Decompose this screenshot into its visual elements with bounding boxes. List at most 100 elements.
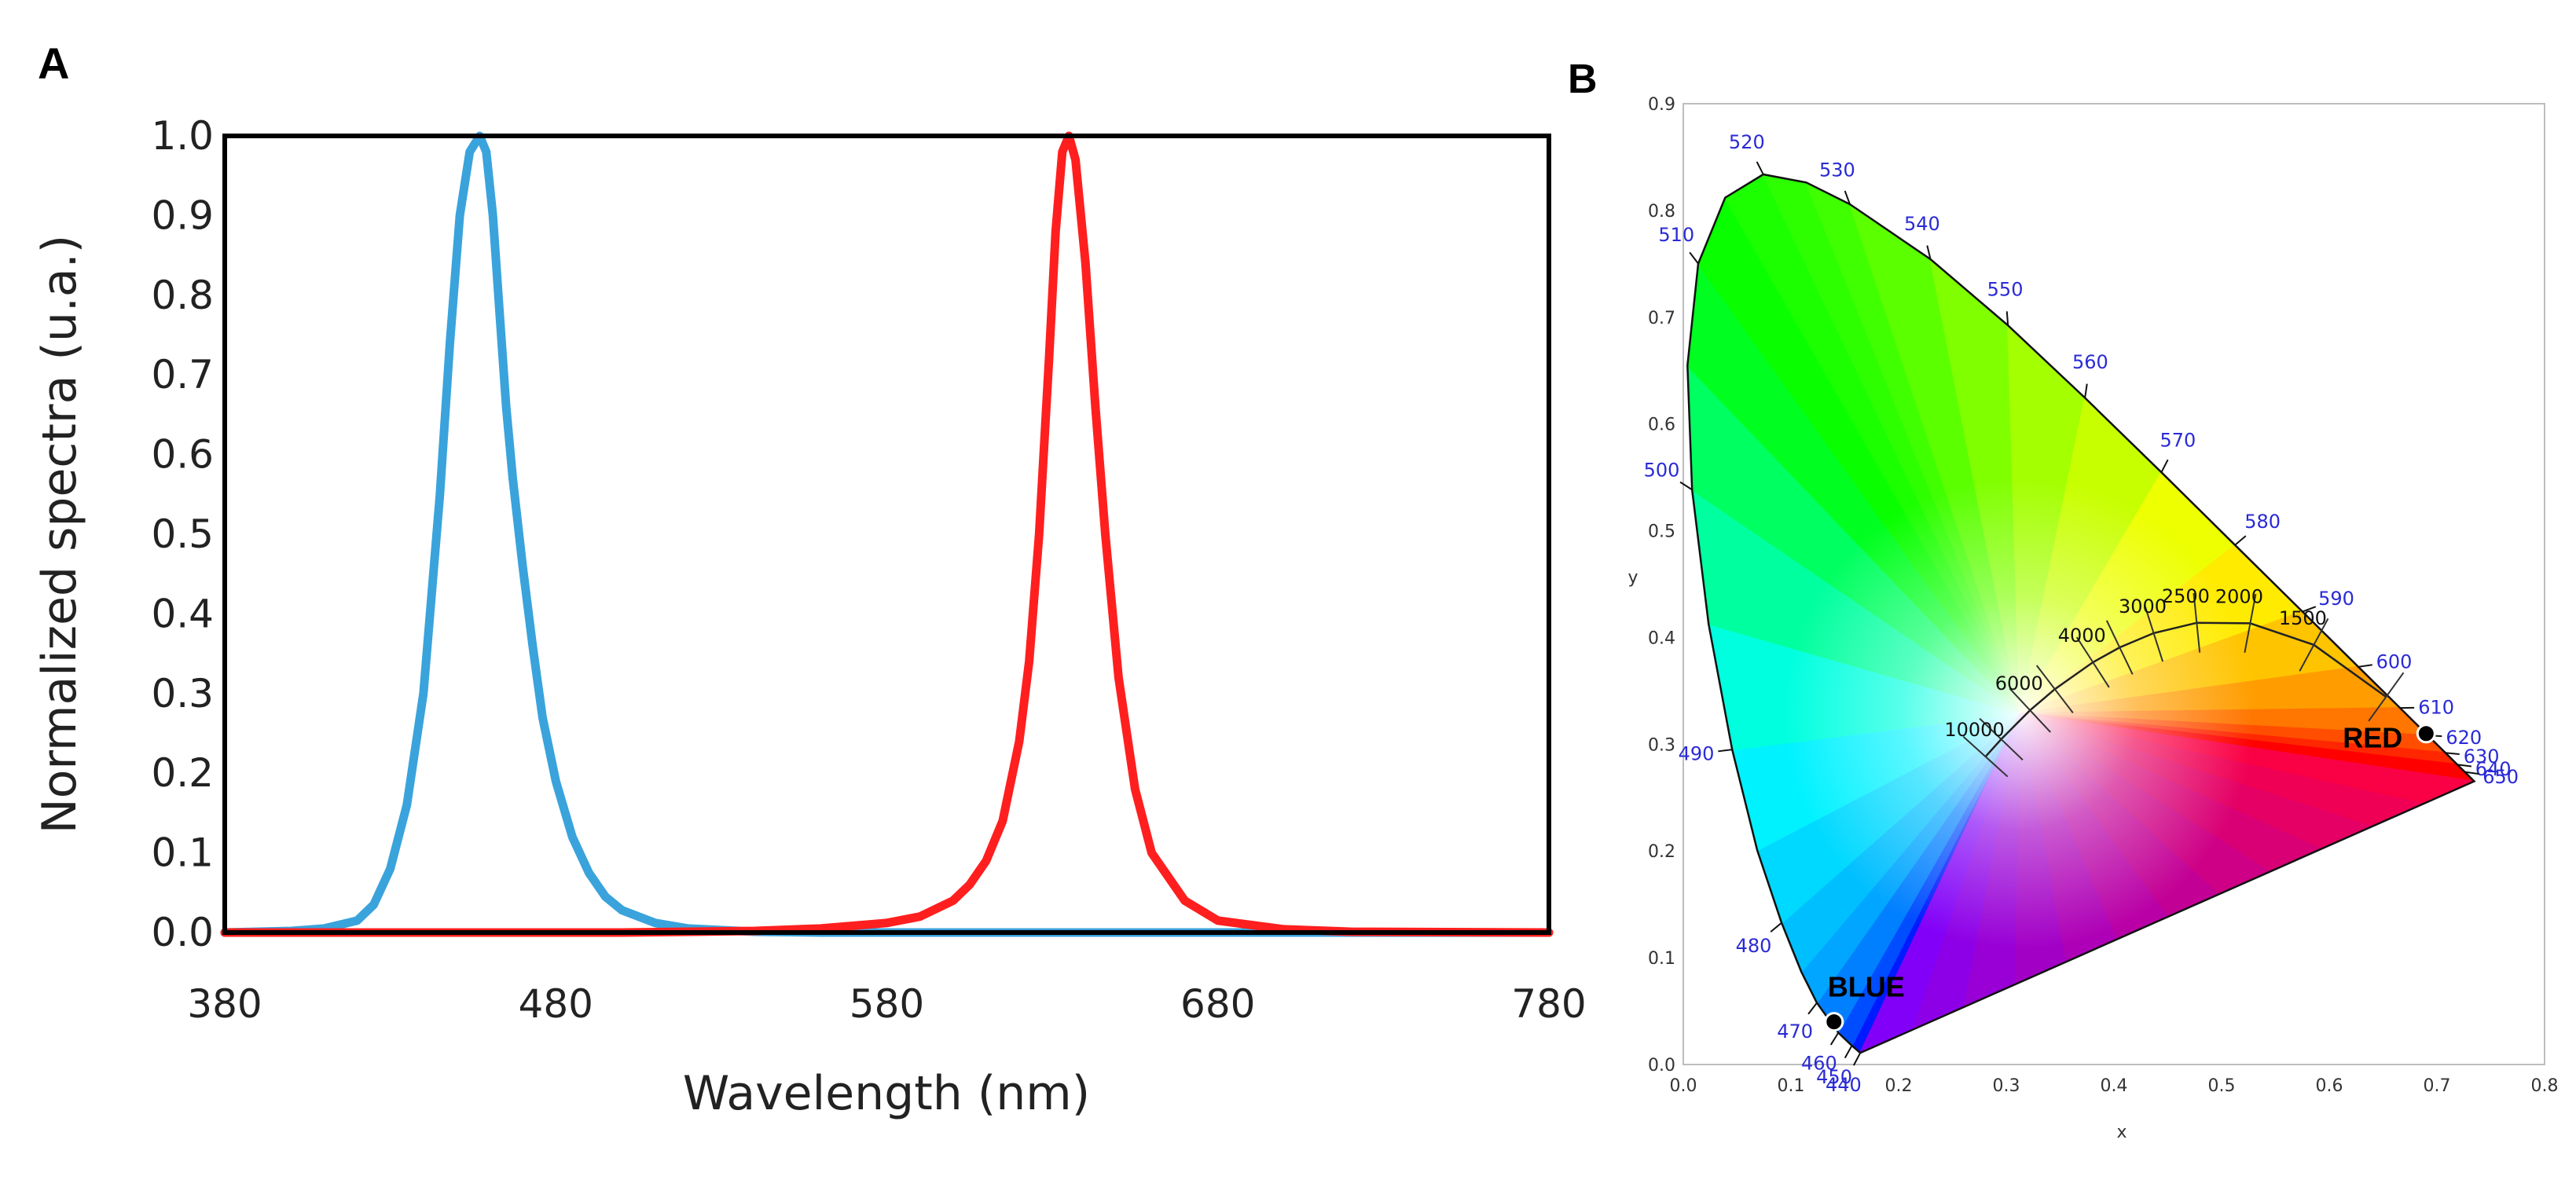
cie-x-tick-label: 0.8: [2531, 1076, 2559, 1096]
cct-label: 2500: [2162, 585, 2210, 607]
wavelength-label: 460: [1801, 1053, 1837, 1075]
wavelength-label: 600: [2376, 650, 2413, 672]
cct-label: 6000: [1995, 672, 2043, 694]
spectra-y-tick-label: 0.7: [151, 352, 214, 398]
spectra-x-tick-label: 780: [1511, 981, 1586, 1027]
spectra-y-tick-label: 0.5: [151, 511, 214, 557]
wavelength-tick: [2464, 771, 2479, 775]
chromaticity-point-blue: [1824, 1012, 1844, 1032]
spectra-y-tick-label: 0.3: [151, 671, 214, 716]
wavelength-label: 570: [2160, 429, 2196, 451]
spectra-y-tick-label: 0.8: [151, 273, 214, 318]
wavelength-tick: [2084, 383, 2088, 398]
isotemperature-line: [2299, 617, 2329, 672]
cie-y-tick-label: 0.8: [1648, 202, 1675, 222]
wavelength-label: 590: [2318, 588, 2354, 610]
cie-y-tick-label: 0.6: [1648, 416, 1675, 435]
cie-y-tick-label: 0.1: [1648, 949, 1675, 969]
spectra-y-tick-label: 0.4: [151, 591, 214, 636]
wavelength-label: 500: [1644, 460, 1680, 482]
spectra-y-tick-label: 0.1: [151, 830, 214, 876]
spectra-y-axis-label: Normalized spectra (u.a.): [32, 235, 87, 834]
wavelength-tick: [1852, 1052, 1862, 1066]
isotemperature-line: [2144, 604, 2164, 662]
chromaticity-point-label: RED: [2343, 722, 2402, 754]
cie-y-tick-label: 0.5: [1648, 522, 1675, 542]
cie-y-tick-label: 0.9: [1648, 95, 1675, 115]
spectra-x-tick-label: 580: [849, 981, 924, 1027]
isotemperature-line: [2075, 636, 2110, 688]
wavelength-tick: [1807, 1002, 1818, 1015]
wavelength-tick: [2160, 459, 2169, 473]
cie-x-tick-label: 0.5: [2208, 1076, 2236, 1096]
isotemperature-line: [2035, 665, 2074, 714]
wavelength-label: 470: [1777, 1021, 1813, 1043]
wavelength-tick: [1829, 1032, 1840, 1046]
wavelength-label: 480: [1736, 935, 1772, 957]
wavelength-label: 510: [1658, 224, 1694, 246]
wavelength-tick: [1718, 749, 1733, 753]
cie-x-axis-label: x: [2116, 1123, 2126, 1142]
wavelength-label: 580: [2244, 511, 2281, 533]
wavelength-tick: [1770, 922, 1782, 933]
cie-x-tick-label: 0.2: [1885, 1076, 1913, 1096]
cie-x-tick-label: 0.4: [2101, 1076, 2128, 1096]
wavelength-tick: [1926, 245, 1932, 260]
cie-y-tick-label: 0.0: [1648, 1056, 1675, 1076]
spectra-y-tick-label: 0.2: [151, 750, 214, 796]
spectra-y-tick-label: 1.0: [151, 113, 214, 159]
cie-y-tick-label: 0.7: [1648, 309, 1675, 328]
wavelength-label: 640: [2475, 758, 2512, 780]
wavelength-label: 630: [2464, 746, 2500, 768]
wavelength-label: 650: [2482, 766, 2519, 788]
wavelength-label: 550: [1987, 278, 2024, 300]
cct-label: 1500: [2279, 607, 2327, 629]
spectrum-line-2: [220, 131, 1554, 937]
spectra-y-tick-label: 0.0: [151, 910, 214, 955]
wavelength-tick: [2234, 535, 2247, 546]
wavelength-label: 520: [1729, 131, 1765, 153]
spectra-x-tick-label: 480: [519, 981, 593, 1027]
cct-label: 2000: [2215, 585, 2263, 607]
cct-label: 10000: [1944, 719, 2004, 741]
wavelength-label: 530: [1819, 159, 1855, 181]
cie-y-tick-label: 0.2: [1648, 842, 1675, 862]
isotemperature-line: [2105, 620, 2134, 675]
wavelength-tick: [1679, 481, 1693, 491]
chromaticity-point-label: BLUE: [1828, 971, 1905, 1003]
cie-y-tick-label: 0.4: [1648, 628, 1675, 648]
cie-chromaticity-chart: 0.0 0.1 0.2 0.3 0.4 0.5 0.6 0.7 0.8 0.0 0.1 0.2 0.3 0…: [1627, 95, 2558, 1142]
cct-label: 3000: [2119, 595, 2167, 617]
isotemperature-line: [2368, 672, 2405, 722]
wavelength-label: 620: [2446, 727, 2482, 749]
spectra-plot-frame: [222, 134, 1551, 935]
wavelength-label: 610: [2418, 697, 2454, 719]
isotemperature-line: [2009, 687, 2051, 733]
wavelength-label: 490: [1679, 743, 1715, 765]
wavelength-label: 450: [1816, 1066, 1852, 1088]
cie-x-tick-label: 0.3: [1993, 1076, 2020, 1096]
wavelength-tick: [2445, 752, 2460, 755]
spectra-x-tick-label: 680: [1180, 981, 1255, 1027]
wavelength-tick: [2358, 664, 2372, 668]
cie-y-tick-label: 0.3: [1648, 735, 1675, 755]
wavelength-label: 560: [2072, 351, 2108, 373]
wavelength-tick: [1756, 161, 1764, 175]
isotemperature-line: [2193, 592, 2201, 653]
isotemperature-line: [1979, 717, 2024, 761]
panel-b-letter: B: [1568, 57, 1598, 102]
spectra-x-axis-label: Wavelength (nm): [683, 1066, 1090, 1121]
cie-x-tick-label: 0.0: [1670, 1076, 1697, 1096]
wavelength-tick: [1689, 251, 1699, 265]
cie-x-tick-label: 0.1: [1778, 1076, 1805, 1096]
cct-label: 4000: [2058, 625, 2106, 647]
cie-y-axis-label: y: [1627, 568, 1638, 588]
isotemperature-line: [1962, 735, 2009, 778]
wavelength-label: 540: [1904, 213, 1940, 235]
spectra-y-tick-label: 0.6: [151, 432, 214, 478]
wavelength-tick: [2302, 606, 2317, 613]
white-point-glow: [1768, 461, 2272, 965]
wavelength-tick: [2457, 764, 2472, 768]
spectrum-line-1: [220, 131, 1554, 937]
